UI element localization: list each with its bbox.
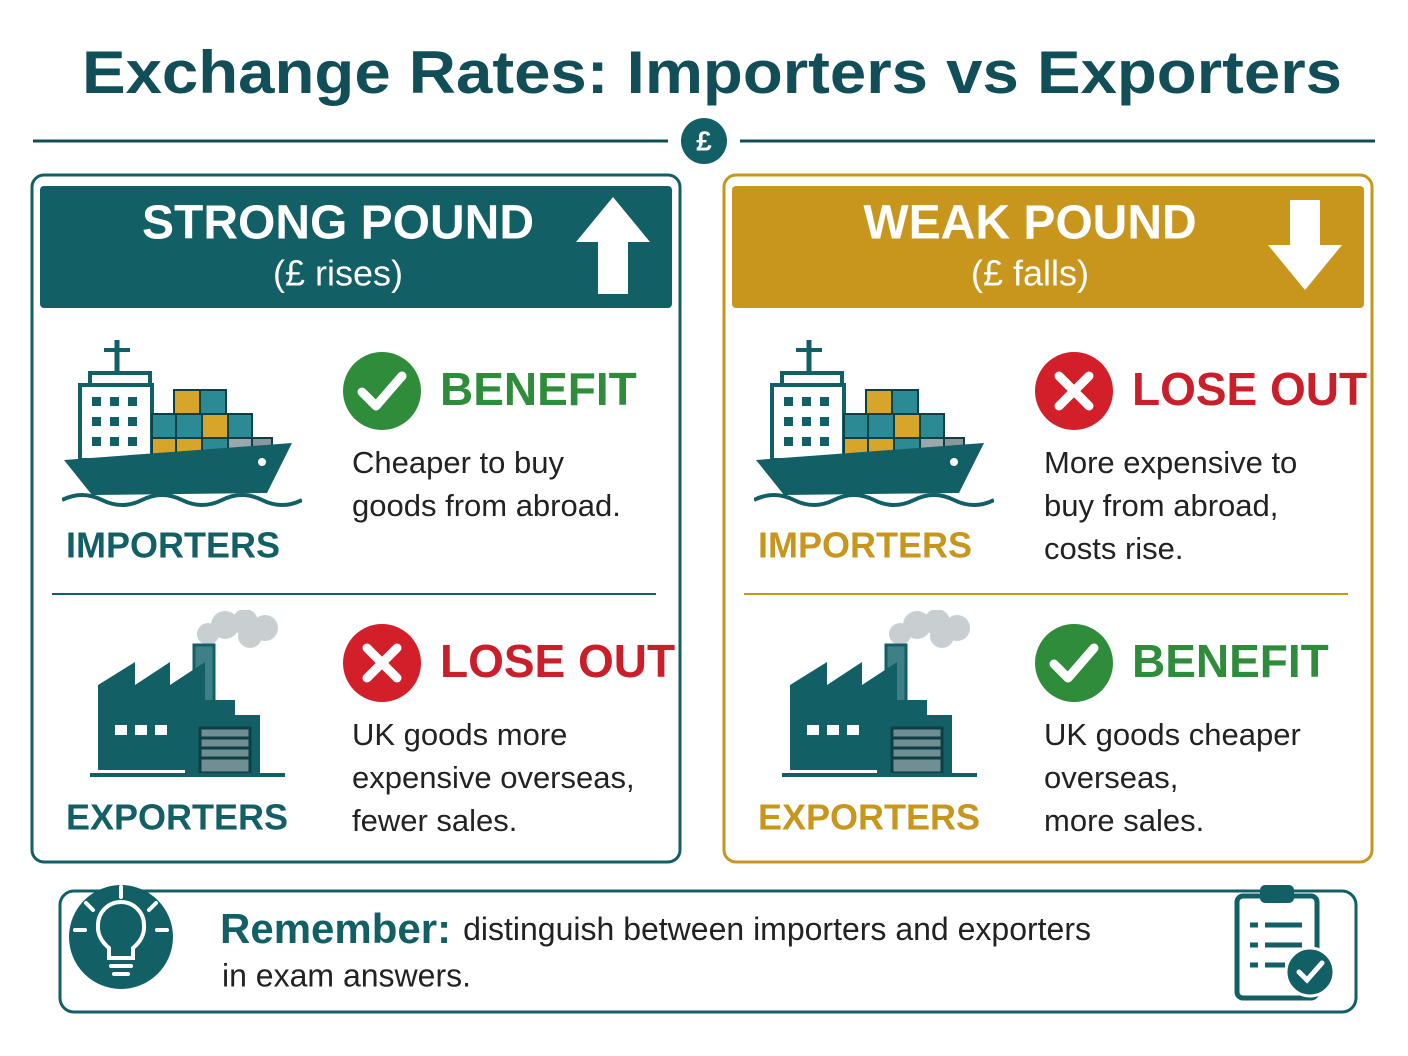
- description: buy from abroad,: [1044, 488, 1278, 523]
- group-label: EXPORTERS: [66, 797, 288, 838]
- title: Exchange Rates: Importers vs Exporters: [82, 39, 1342, 106]
- description: costs rise.: [1044, 531, 1184, 566]
- panel-heading: WEAK POUND: [863, 197, 1196, 250]
- panel-header: [40, 186, 672, 308]
- group-label: IMPORTERS: [66, 525, 280, 566]
- cross-icon: [1035, 352, 1113, 430]
- group-label: EXPORTERS: [758, 797, 980, 838]
- bulb-icon: [69, 885, 173, 989]
- verdict: LOSE OUT: [1132, 363, 1367, 415]
- badge: [681, 118, 727, 164]
- description: UK goods cheaper: [1044, 717, 1301, 752]
- panel-subheading: (£ falls): [971, 253, 1089, 294]
- verdict: BENEFIT: [1132, 635, 1329, 687]
- panels: STRONG POUND(£ rises) IMPORTERS BENEFIT Che…: [30, 173, 1374, 864]
- down-arrow: [1268, 200, 1342, 290]
- description: Cheaper to buy: [352, 445, 564, 480]
- note-label: Remember:: [220, 905, 451, 952]
- panel-subheading: (£ rises): [273, 253, 403, 294]
- note-line: Remember: distinguish between importers a…: [220, 905, 1091, 952]
- verdict: LOSE OUT: [440, 635, 675, 687]
- cross-icon: [343, 624, 421, 702]
- note-text: distinguish between importers and export…: [463, 911, 1091, 947]
- description: goods from abroad.: [352, 488, 621, 523]
- description: expensive overseas,: [352, 760, 635, 795]
- group-label: IMPORTERS: [758, 525, 972, 566]
- bulb: [73, 885, 169, 976]
- description: overseas,: [1044, 760, 1178, 795]
- note-text: in exam answers.: [222, 957, 471, 993]
- note-box: [58, 889, 1358, 1014]
- up-arrow: [576, 197, 650, 294]
- panel-heading: STRONG POUND: [142, 197, 534, 250]
- description: more sales.: [1044, 803, 1204, 838]
- description: UK goods more: [352, 717, 567, 752]
- badge-symbol: £: [696, 125, 712, 156]
- description: More expensive to: [1044, 445, 1297, 480]
- panel-header: [732, 186, 1364, 308]
- check-icon: [343, 352, 421, 430]
- verdict: BENEFIT: [440, 363, 637, 415]
- check-icon: [1035, 624, 1113, 702]
- clipboard-icon: [1234, 885, 1336, 1001]
- description: fewer sales.: [352, 803, 517, 838]
